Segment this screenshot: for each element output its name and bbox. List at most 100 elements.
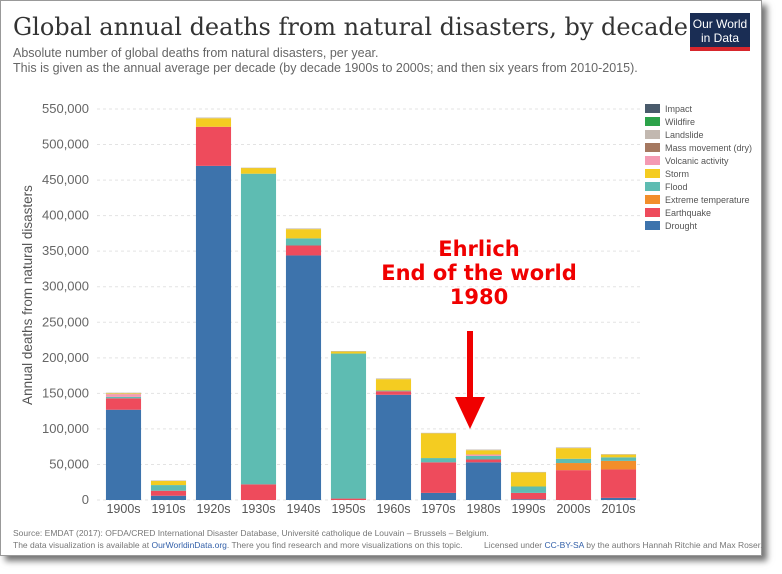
bar-segment[interactable] [285,229,322,239]
bar-segment[interactable] [150,485,187,491]
bar-segment[interactable] [600,454,637,455]
bar-segment[interactable] [465,459,502,463]
legend-swatch[interactable] [645,221,660,230]
legend-swatch[interactable] [645,130,660,139]
legend-entry[interactable]: Volcanic activity [665,156,729,166]
legend-swatch[interactable] [645,104,660,113]
bars [105,117,637,500]
logo-line-1: Our World [692,17,748,31]
legend-entry[interactable]: Mass movement (dry) [665,143,752,153]
legend-swatch[interactable] [645,195,660,204]
bar-segment[interactable] [105,392,142,394]
cc-by-sa-link[interactable]: CC-BY-SA [544,540,584,550]
bar-segment[interactable] [105,393,142,395]
bar-segment[interactable] [150,495,187,500]
bar-segment[interactable] [150,490,187,496]
bar-segment[interactable] [150,480,187,486]
bar-segment[interactable] [375,394,412,500]
bar-segment[interactable] [555,463,592,471]
legend-entry[interactable]: Landslide [665,130,704,140]
bar-segment[interactable] [555,448,592,459]
bar-segment[interactable] [240,173,277,485]
bar-segment[interactable] [510,471,547,473]
legend-swatch[interactable] [645,182,660,191]
annotation-line-3: 1980 [449,285,509,309]
y-tick-label: 0 [82,492,89,507]
bar-segment[interactable] [195,165,232,500]
bar-segment[interactable] [240,484,277,500]
bar-segment[interactable] [150,480,187,481]
bar-segment[interactable] [510,486,547,493]
gridlines [97,108,641,501]
bar-segment[interactable] [510,472,547,487]
legend-entry[interactable]: Storm [665,169,689,179]
legend-entry[interactable]: Drought [665,221,698,231]
annotation-line-1: Ehrlich [438,237,520,261]
bar-segment[interactable] [555,447,592,449]
bar-segment[interactable] [105,398,142,410]
bar-segment[interactable] [465,454,502,456]
visualization-note: The data visualization is available at O… [13,540,463,550]
bar-segment[interactable] [105,396,142,399]
y-axis-label: Annual deaths from natural disasters [20,185,35,405]
bar-segment[interactable] [375,391,412,395]
bar-segment[interactable] [465,455,502,460]
bar-segment[interactable] [555,458,592,464]
owid-link[interactable]: OurWorldinData.org [151,540,227,550]
bar-segment[interactable] [375,379,412,391]
bar-segment[interactable] [420,433,457,459]
x-tick-label: 1970s [421,502,455,516]
bar-segment[interactable] [465,462,502,500]
bar-segment[interactable] [105,394,142,397]
bar-segment[interactable] [195,117,232,119]
bar-segment[interactable] [465,450,502,455]
bar-segment[interactable] [420,458,457,463]
legend-entry[interactable]: Extreme temperature [665,195,750,205]
legend-entry[interactable]: Impact [665,104,693,114]
bar-segment[interactable] [420,432,457,434]
bar-segment[interactable] [195,118,232,127]
bar-segment[interactable] [285,238,322,246]
bar-segment[interactable] [240,168,277,174]
legend-swatch[interactable] [645,156,660,165]
bar-segment[interactable] [375,378,412,380]
bar-segment[interactable] [105,409,142,500]
bar-segment[interactable] [420,492,457,500]
legend-entry[interactable]: Wildfire [665,117,695,127]
bar-segment[interactable] [600,460,637,470]
y-tick-label: 550,000 [42,101,89,116]
bar-segment[interactable] [600,457,637,461]
bar-segment[interactable] [285,228,322,230]
bar-segment[interactable] [510,492,547,500]
legend-swatch[interactable] [645,117,660,126]
bar-segment[interactable] [330,351,367,352]
bar-segment[interactable] [465,449,502,451]
bar-segment[interactable] [600,497,637,500]
bar-segment[interactable] [600,469,637,498]
bar-segment[interactable] [375,390,412,392]
bar-segment[interactable] [330,351,367,354]
bar-segment[interactable] [330,353,367,499]
legend-entry[interactable]: Earthquake [665,208,711,218]
legend-swatch[interactable] [645,143,660,152]
our-world-in-data-logo[interactable]: Our World in Data [690,13,750,51]
viz-note-prefix: The data visualization is available at [13,540,150,550]
bar-segment[interactable] [555,470,592,500]
bar-segment[interactable] [195,126,232,166]
y-tick-label: 450,000 [42,172,89,187]
bar-segment[interactable] [510,499,547,500]
legend-swatch[interactable] [645,208,660,217]
legend-swatch[interactable] [645,169,660,178]
bar-segment[interactable] [285,255,322,500]
bar-segment[interactable] [600,454,637,458]
bar-segment[interactable] [240,167,277,169]
license-prefix: Licensed under [484,540,543,550]
bar-segment[interactable] [285,245,322,256]
bar-segment[interactable] [420,462,457,493]
viz-note-suffix: . There you find research and more visua… [226,540,463,550]
logo-line-2: in Data [700,31,740,45]
y-tick-label: 400,000 [42,208,89,223]
y-tick-label: 100,000 [42,421,89,436]
legend-entry[interactable]: Flood [665,182,688,192]
bar-segment[interactable] [330,498,367,500]
